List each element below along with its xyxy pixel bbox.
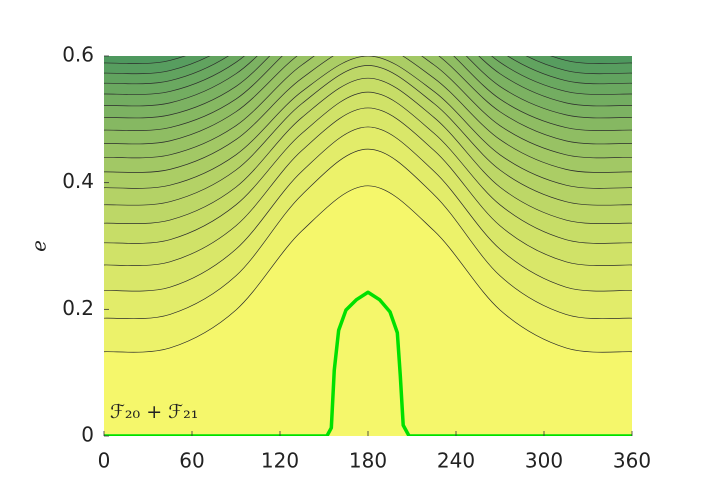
y-tick-label: 0 [81, 423, 94, 447]
contour-line [104, 91, 632, 244]
x-tick-label: 120 [261, 449, 299, 473]
contour-band [104, 56, 632, 64]
contour-line [104, 56, 632, 119]
y-axis-label: e [27, 240, 51, 252]
contour-line [104, 56, 632, 95]
contour-line [104, 56, 632, 131]
x-tick-label: 240 [437, 449, 475, 473]
contour-line [104, 56, 632, 173]
contour-line [104, 56, 632, 145]
contour-line [104, 56, 632, 85]
contour-line [104, 77, 632, 225]
contour-band [104, 56, 632, 106]
x-tick-label: 0 [98, 449, 111, 473]
contour-line [104, 56, 632, 65]
contour-line [104, 107, 632, 267]
boundary-line [104, 290, 632, 436]
x-tick-label: 180 [349, 449, 387, 473]
y-tick-label: 0.2 [62, 296, 94, 320]
y-tick-label: 0.6 [62, 43, 94, 67]
contour-line [104, 126, 632, 292]
x-tick-label: 300 [525, 449, 563, 473]
contour-line [104, 56, 632, 75]
contour-line [104, 185, 632, 353]
contour-line [104, 56, 632, 107]
y-tick-label: 0.4 [62, 169, 94, 193]
contour-line [104, 56, 632, 189]
contour-line [104, 56, 632, 159]
x-tick-label: 360 [613, 449, 651, 473]
contour-line [104, 148, 632, 320]
x-tick-label: 60 [179, 449, 204, 473]
contour-line [104, 65, 632, 206]
plot-area [104, 56, 632, 436]
annotation: ℱ₂₀ + ℱ₂₁ [110, 401, 198, 423]
